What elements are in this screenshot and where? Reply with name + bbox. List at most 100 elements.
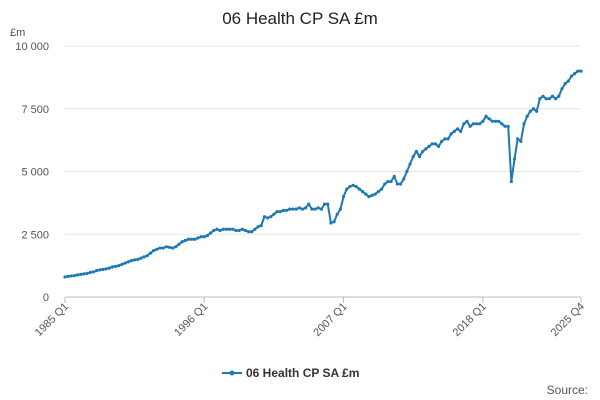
data-point [205,233,210,238]
data-point [389,179,393,184]
data-point [402,177,406,181]
data-point [104,267,108,271]
data-point [373,192,377,196]
data-point [313,207,317,211]
data-point [303,206,308,210]
data-point [291,207,295,211]
data-point [424,147,428,151]
data-point [436,144,441,148]
data-point [531,107,536,111]
data-point [471,122,475,126]
data-point [579,69,583,73]
y-tick-label: 10 000 [15,41,49,53]
data-point [506,124,510,128]
data-point [294,207,298,211]
source: Source: [547,383,588,397]
data-point [563,82,567,86]
data-point [474,122,479,126]
y-tick-label: 5 000 [21,167,49,179]
data-point [88,270,92,275]
data-point [199,235,203,239]
data-point [516,137,520,141]
data-point [243,228,248,233]
data-point [247,230,251,234]
data-point [145,253,149,258]
data-point [297,206,301,210]
data-point [183,238,187,243]
data-point [408,162,412,166]
data-point [481,119,485,123]
data-point [171,246,175,250]
data-point [519,139,523,143]
data-point [421,149,425,154]
data-point [478,122,482,126]
data-point [117,264,121,268]
data-point [576,69,580,73]
data-point [360,189,365,194]
chart-title: 06 Health CP SA £m [222,9,378,28]
data-point [316,206,320,210]
data-point [430,142,434,146]
data-point [186,237,191,241]
data-point [395,182,399,186]
data-point [98,268,102,272]
data-point [133,258,137,262]
data-point [452,129,456,133]
data-point [114,264,118,268]
data-point [101,267,105,271]
data-point [256,225,260,229]
data-point [509,179,513,184]
data-point [284,208,289,213]
data-point [142,255,146,259]
data-point [560,87,564,91]
data-point [329,221,333,225]
data-point [465,119,469,123]
data-point [164,245,168,249]
legend-label: 06 Health CP SA £m [246,366,359,380]
data-point [566,79,570,83]
data-point [557,94,561,98]
data-point [487,117,491,121]
data-point [462,122,466,126]
data-point [161,246,165,250]
data-point [538,97,542,101]
data-point [383,182,387,186]
data-point [550,94,555,98]
data-point [259,223,263,228]
data-point [544,97,548,101]
y-tick-label: 2 500 [21,229,49,241]
data-point [91,270,96,274]
data-point [573,72,577,76]
data-point [250,230,254,234]
data-point [69,274,73,278]
data-point [440,139,444,143]
data-point [288,207,292,211]
data-point [221,227,225,231]
data-point [63,275,67,279]
data-point [215,227,219,231]
data-point [234,228,238,233]
data-point [155,247,159,251]
data-point [196,236,200,240]
data-point [367,195,371,199]
data-point [446,137,450,141]
data-point [212,228,216,233]
data-point [231,227,235,231]
data-point [392,174,396,179]
data-point [547,97,551,101]
data-point [152,248,156,253]
data-point [414,149,418,154]
data-point [541,94,545,98]
data-point [433,142,437,146]
data-point [493,119,498,123]
data-point [497,119,501,123]
data-point [228,227,232,231]
data-point [503,124,507,128]
data-point [266,216,270,220]
data-point [319,207,324,211]
y-tick-label: 7 500 [21,104,49,116]
data-point [139,256,143,260]
data-point [262,215,267,219]
y-tick-label: 0 [43,292,49,304]
